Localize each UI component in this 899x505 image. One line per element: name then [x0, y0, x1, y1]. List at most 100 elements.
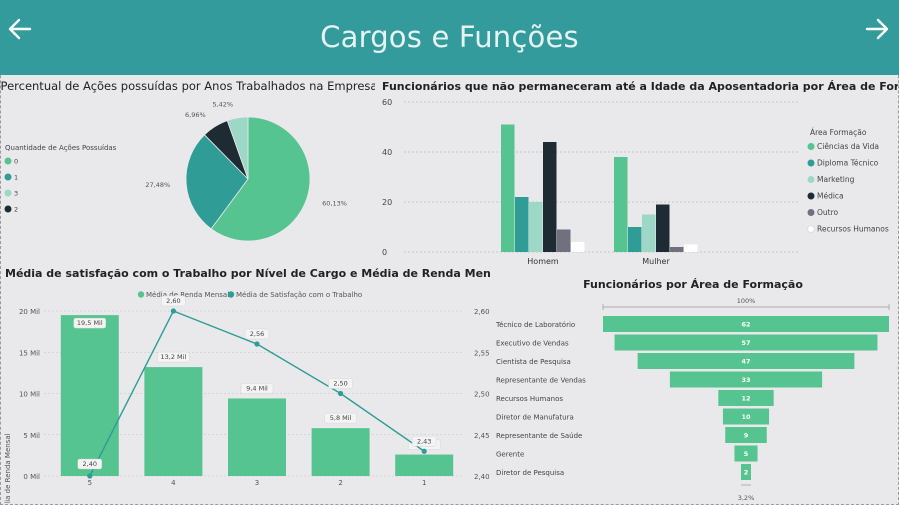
funnel-value-label: 57: [741, 339, 750, 347]
bar[interactable]: [656, 204, 670, 253]
chart-title: Média de satisfação com o Trabalho por N…: [5, 267, 490, 280]
line-data-label: 2,43: [417, 437, 431, 445]
legend-marker: [807, 143, 815, 150]
legend-label[interactable]: Marketing: [817, 175, 855, 184]
chart-title: Funcionários que não permaneceram até a …: [382, 80, 898, 93]
bar[interactable]: [529, 202, 543, 252]
bar[interactable]: [614, 157, 628, 252]
funnel-value-label: 2: [744, 469, 749, 477]
legend-title: Área Formação: [810, 128, 867, 137]
bar[interactable]: [557, 229, 571, 253]
bar[interactable]: [501, 124, 515, 253]
line-data-label: 2,40: [83, 460, 97, 468]
funnel-chart-panel[interactable]: Funcionários por Área de Formação 100% 3…: [490, 263, 898, 503]
funnel-bar[interactable]: [669, 371, 823, 388]
legend-marker: [807, 209, 815, 216]
line-point[interactable]: [254, 341, 260, 347]
legend-marker: [4, 173, 12, 181]
bar[interactable]: [395, 454, 454, 476]
bar[interactable]: [228, 398, 286, 476]
funnel-value-label: 62: [741, 321, 750, 329]
x-tick-label: 3: [255, 479, 259, 487]
legend-label[interactable]: 1: [14, 174, 18, 182]
legend-marker: [807, 159, 815, 167]
y-tick-label: 0 Mil: [23, 473, 40, 481]
legend-marker: [807, 192, 815, 200]
bar[interactable]: [670, 247, 684, 252]
x-tick-label: 2: [338, 479, 342, 487]
report-header: Cargos e Funções: [0, 0, 899, 75]
bar-data-label: 9,4 Mil: [246, 384, 268, 392]
funnel-bar[interactable]: [637, 353, 855, 369]
legend-label[interactable]: 3: [14, 190, 18, 198]
bar[interactable]: [628, 227, 642, 252]
funnel-value-label: 12: [741, 395, 750, 403]
funnel-bar[interactable]: [603, 316, 889, 332]
y2-tick-label: 2,50: [474, 391, 490, 399]
funnel-bar[interactable]: [741, 464, 751, 480]
funnel-bar[interactable]: [725, 427, 767, 443]
funnel-category-label: Cientista de Pesquisa: [496, 358, 571, 366]
funnel-category-label: Recursos Humanos: [496, 395, 563, 403]
funnel-bar[interactable]: [734, 445, 758, 462]
funnel-bar[interactable]: [614, 334, 878, 351]
line-point[interactable]: [421, 448, 427, 454]
legend-label[interactable]: 2: [14, 206, 18, 214]
bar[interactable]: [60, 315, 119, 476]
bar[interactable]: [311, 428, 370, 476]
legend-label[interactable]: Recursos Humanos: [817, 225, 889, 234]
legend-label[interactable]: Média de Satisfação com o Trabalho: [236, 291, 362, 299]
pie-slice[interactable]: [226, 116, 249, 180]
line-point[interactable]: [170, 308, 176, 314]
bar[interactable]: [144, 367, 203, 476]
funnel-category-label: Diretor de Pesquisa: [496, 469, 564, 477]
funnel-value-label: 10: [741, 413, 751, 421]
slice-label: 27,48%: [145, 181, 170, 189]
bar-data-label: 19,5 Mil: [77, 319, 103, 327]
line-data-label: 2,56: [250, 330, 264, 338]
legend-label[interactable]: Média de Renda Mensal: [146, 291, 229, 299]
chart-title: Percentual de Ações possuídas por Anos T…: [1, 79, 375, 93]
funnel-bar[interactable]: [722, 408, 770, 425]
funnel-category-label: Técnico de Laboratório: [495, 321, 575, 329]
pie-slice[interactable]: [185, 134, 249, 230]
funnel-category-label: Representante de Vendas: [496, 377, 586, 385]
data-label-box: [240, 383, 274, 394]
arrow-left-icon[interactable]: [6, 15, 34, 43]
legend-marker: [227, 291, 235, 298]
line-point[interactable]: [87, 473, 93, 479]
bar[interactable]: [515, 197, 529, 252]
y2-tick-label: 2,55: [474, 349, 490, 357]
page-title: Cargos e Funções: [320, 20, 579, 54]
pie-slice[interactable]: [210, 116, 311, 242]
bar[interactable]: [642, 214, 656, 253]
y2-tick-label: 2,45: [474, 432, 490, 440]
y-tick-label: 20: [382, 198, 392, 207]
pie-chart-panel[interactable]: Percentual de Ações possuídas por Anos T…: [0, 75, 375, 260]
bar[interactable]: [684, 244, 698, 253]
bar[interactable]: [543, 142, 557, 252]
legend-marker: [4, 205, 12, 213]
data-label-box: [161, 295, 186, 307]
bar[interactable]: [571, 242, 585, 252]
legend-label[interactable]: Diploma Técnico: [817, 159, 879, 168]
funnel-bar[interactable]: [718, 390, 774, 406]
line-point[interactable]: [338, 390, 344, 397]
x-tick-label: 1: [422, 479, 426, 487]
legend-label[interactable]: Médica: [817, 192, 844, 201]
y2-tick-label: 2,60: [474, 308, 490, 316]
slice-label: 6,96%: [185, 111, 206, 119]
clustered-bar-chart-panel[interactable]: Funcionários que não permaneceram até a …: [378, 75, 898, 265]
legend-marker: [137, 291, 145, 298]
y-tick-label: 20 Mil: [19, 308, 40, 316]
arrow-right-icon[interactable]: [863, 15, 891, 43]
y-tick-label: 15 Mil: [19, 349, 40, 357]
funnel-value-label: 9: [744, 432, 749, 440]
legend-label[interactable]: Ciências da Vida: [817, 142, 879, 151]
funnel-category-label: Diretor de Manufatura: [496, 414, 574, 422]
data-label-box: [324, 412, 357, 424]
chart-title: Funcionários por Área de Formação: [583, 278, 803, 291]
combo-chart-panel[interactable]: Média de satisfação com o Trabalho por N…: [0, 263, 490, 503]
legend-label[interactable]: Outro: [817, 208, 839, 217]
legend-label[interactable]: 0: [14, 158, 18, 166]
